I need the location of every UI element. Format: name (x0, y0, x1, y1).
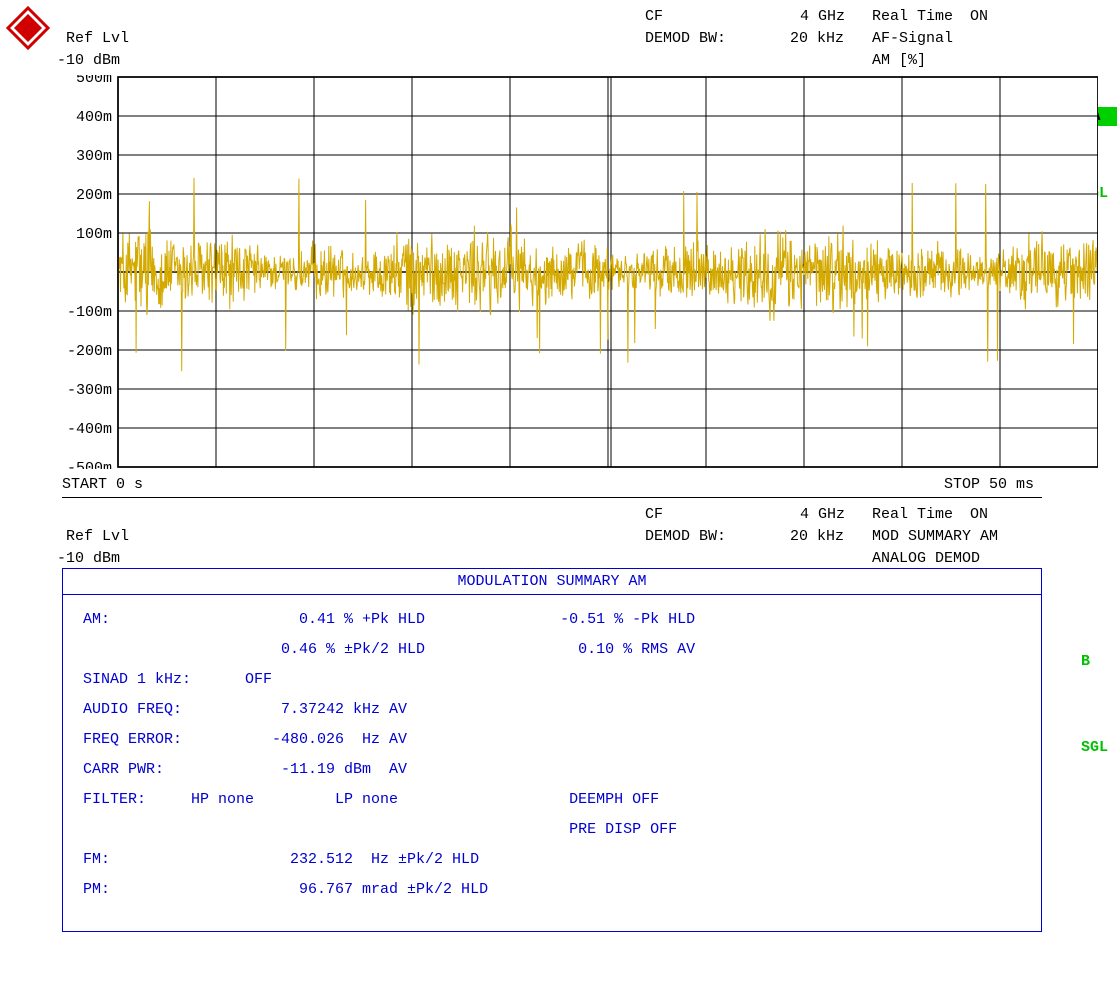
svg-text:300m: 300m (76, 148, 112, 165)
ref-lvl-value-mid: -10 dBm (57, 550, 120, 567)
rt-value-mid: ON (970, 506, 988, 523)
svg-text:-200m: -200m (67, 343, 112, 360)
rt-value-top: ON (970, 8, 988, 25)
svg-text:-400m: -400m (67, 421, 112, 438)
sgl-badge-bot: SGL (1075, 738, 1114, 757)
svg-text:-300m: -300m (67, 382, 112, 399)
ref-lvl-label-top: Ref Lvl (66, 30, 129, 47)
chart-svg: -500m -400m -300m -200m -100m 100m 200m 300m… (62, 75, 1098, 469)
summary-title: MODULATION SUMMARY AM (63, 569, 1041, 595)
chart-footer-divider (62, 497, 1042, 498)
svg-text:200m: 200m (76, 187, 112, 204)
sig-label-top: AF-Signal (872, 30, 953, 47)
modulation-summary-panel: MODULATION SUMMARY AM AM: 0.41 % +Pk HLD… (62, 568, 1042, 932)
demod-label-mid: DEMOD BW: (645, 528, 726, 545)
demod-type-mid: ANALOG DEMOD (872, 550, 980, 567)
stop-label: STOP 50 ms (944, 476, 1034, 493)
mode-label-top: AM [%] (872, 52, 926, 69)
svg-text:-100m: -100m (67, 304, 112, 321)
cf-label-mid: CF (645, 506, 663, 523)
rt-label-mid: Real Time (872, 506, 953, 523)
ref-lvl-value-top: -10 dBm (57, 52, 120, 69)
demod-value-mid: 20 kHz (790, 528, 844, 545)
rs-logo-icon (6, 6, 50, 50)
svg-text:-500m: -500m (67, 460, 112, 469)
summary-body: AM: 0.41 % +Pk HLD -0.51 % -Pk HLD 0.46 … (63, 595, 1041, 923)
rt-label-top: Real Time (872, 8, 953, 25)
svg-text:100m: 100m (76, 226, 112, 243)
mod-label-mid: MOD SUMMARY AM (872, 528, 998, 545)
cf-value-mid: 4 GHz (800, 506, 845, 523)
trace-b-badge: B (1075, 652, 1096, 671)
demod-label-top: DEMOD BW: (645, 30, 726, 47)
svg-text:500m: 500m (76, 75, 112, 87)
cf-value-top: 4 GHz (800, 8, 845, 25)
start-label: START 0 s (62, 476, 143, 493)
svg-text:400m: 400m (76, 109, 112, 126)
af-signal-chart: -500m -400m -300m -200m -100m 100m 200m 300m… (62, 75, 1098, 474)
cf-label-top: CF (645, 8, 663, 25)
demod-value-top: 20 kHz (790, 30, 844, 47)
ref-lvl-label-mid: Ref Lvl (66, 528, 129, 545)
